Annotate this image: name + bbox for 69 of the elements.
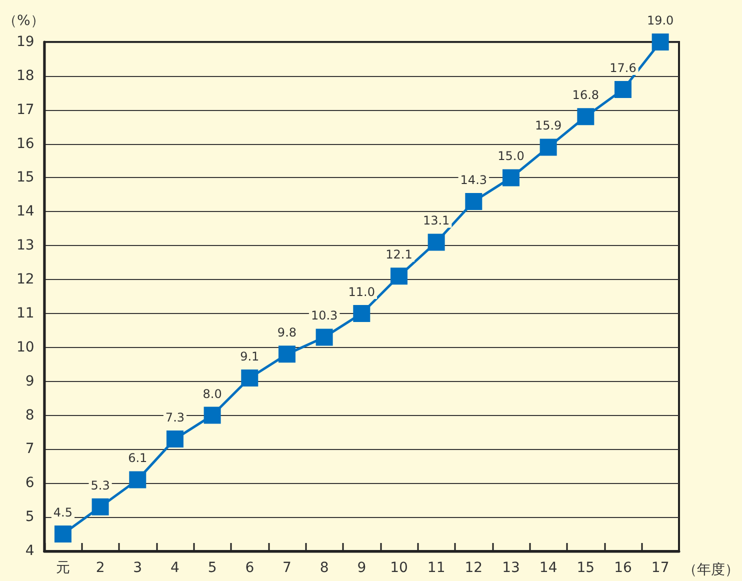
data-label: 4.5 bbox=[53, 506, 73, 520]
x-tick-label: 3 bbox=[133, 560, 142, 576]
data-label: 15.0 bbox=[498, 149, 524, 164]
point bbox=[540, 138, 557, 156]
y-tick-label: 16 bbox=[16, 136, 34, 152]
data-label: 15.9 bbox=[534, 118, 562, 133]
point bbox=[465, 192, 482, 210]
y-tick-label: 14 bbox=[16, 204, 34, 220]
data-label: 6.1 bbox=[128, 451, 148, 466]
point bbox=[241, 369, 258, 386]
y-tick-label: 7 bbox=[25, 441, 34, 458]
y-tick-label: 10 bbox=[16, 339, 34, 356]
y-axis-title: （%） bbox=[2, 13, 44, 29]
x-tick-label: 元 bbox=[56, 560, 70, 576]
point bbox=[278, 346, 296, 363]
data-label: 9.8 bbox=[277, 326, 297, 340]
x-tick-label: 5 bbox=[208, 560, 217, 576]
point bbox=[353, 304, 370, 322]
point bbox=[316, 328, 333, 346]
x-tick-label: 9 bbox=[357, 560, 366, 576]
y-tick-label: 18 bbox=[16, 68, 34, 84]
x-tick-label: 2 bbox=[96, 560, 105, 576]
x-tick-label: 14 bbox=[539, 560, 558, 576]
data-label: 12.1 bbox=[386, 248, 412, 262]
data-label: 9.1 bbox=[240, 349, 260, 364]
x-tick-label: 4 bbox=[170, 560, 180, 576]
x-tick-label: 6 bbox=[245, 560, 254, 576]
y-tick-label: 11 bbox=[16, 305, 34, 322]
y-tick-label: 4 bbox=[25, 543, 34, 559]
point bbox=[204, 406, 221, 424]
data-label: 16.8 bbox=[572, 88, 600, 102]
y-tick-label: 19 bbox=[16, 34, 34, 50]
data-label: 7.3 bbox=[165, 410, 185, 425]
data-label: 10.3 bbox=[310, 308, 338, 323]
y-tick-label: 5 bbox=[25, 509, 34, 526]
y-tick-label: 12 bbox=[16, 272, 34, 288]
data-label: 19.0 bbox=[646, 14, 674, 28]
x-tick-label: 7 bbox=[282, 560, 292, 576]
data-label: 13.1 bbox=[422, 214, 450, 228]
data-label: 5.3 bbox=[90, 478, 110, 492]
data-label: 17.6 bbox=[610, 61, 636, 76]
x-tick-label: 8 bbox=[320, 560, 329, 576]
x-tick-label: 15 bbox=[576, 560, 595, 576]
point bbox=[129, 471, 146, 488]
point bbox=[390, 268, 408, 285]
data-label: 11.0 bbox=[348, 284, 376, 299]
point bbox=[614, 81, 632, 98]
y-tick-label: 15 bbox=[16, 170, 34, 186]
point bbox=[92, 498, 109, 516]
point bbox=[652, 34, 669, 50]
data-label: 14.3 bbox=[460, 172, 488, 187]
x-axis-title: （年度） bbox=[683, 562, 739, 578]
x-tick-label: 10 bbox=[390, 560, 408, 576]
data-label: 8.0 bbox=[202, 386, 222, 401]
y-tick-label: 9 bbox=[25, 373, 34, 390]
y-tick-label: 8 bbox=[25, 407, 34, 424]
y-tick-label: 13 bbox=[16, 238, 34, 254]
point bbox=[166, 430, 184, 448]
x-tick-label: 13 bbox=[502, 560, 520, 576]
y-tick-label: 6 bbox=[25, 475, 34, 492]
x-tick-label: 16 bbox=[614, 560, 632, 576]
x-tick-label: 11 bbox=[427, 560, 446, 576]
point bbox=[428, 234, 445, 251]
x-tick-label: 17 bbox=[651, 560, 670, 576]
point bbox=[577, 108, 594, 126]
point bbox=[54, 526, 72, 543]
x-tick-label: 12 bbox=[464, 560, 483, 576]
point bbox=[502, 169, 520, 186]
y-tick-label: 17 bbox=[16, 102, 34, 118]
